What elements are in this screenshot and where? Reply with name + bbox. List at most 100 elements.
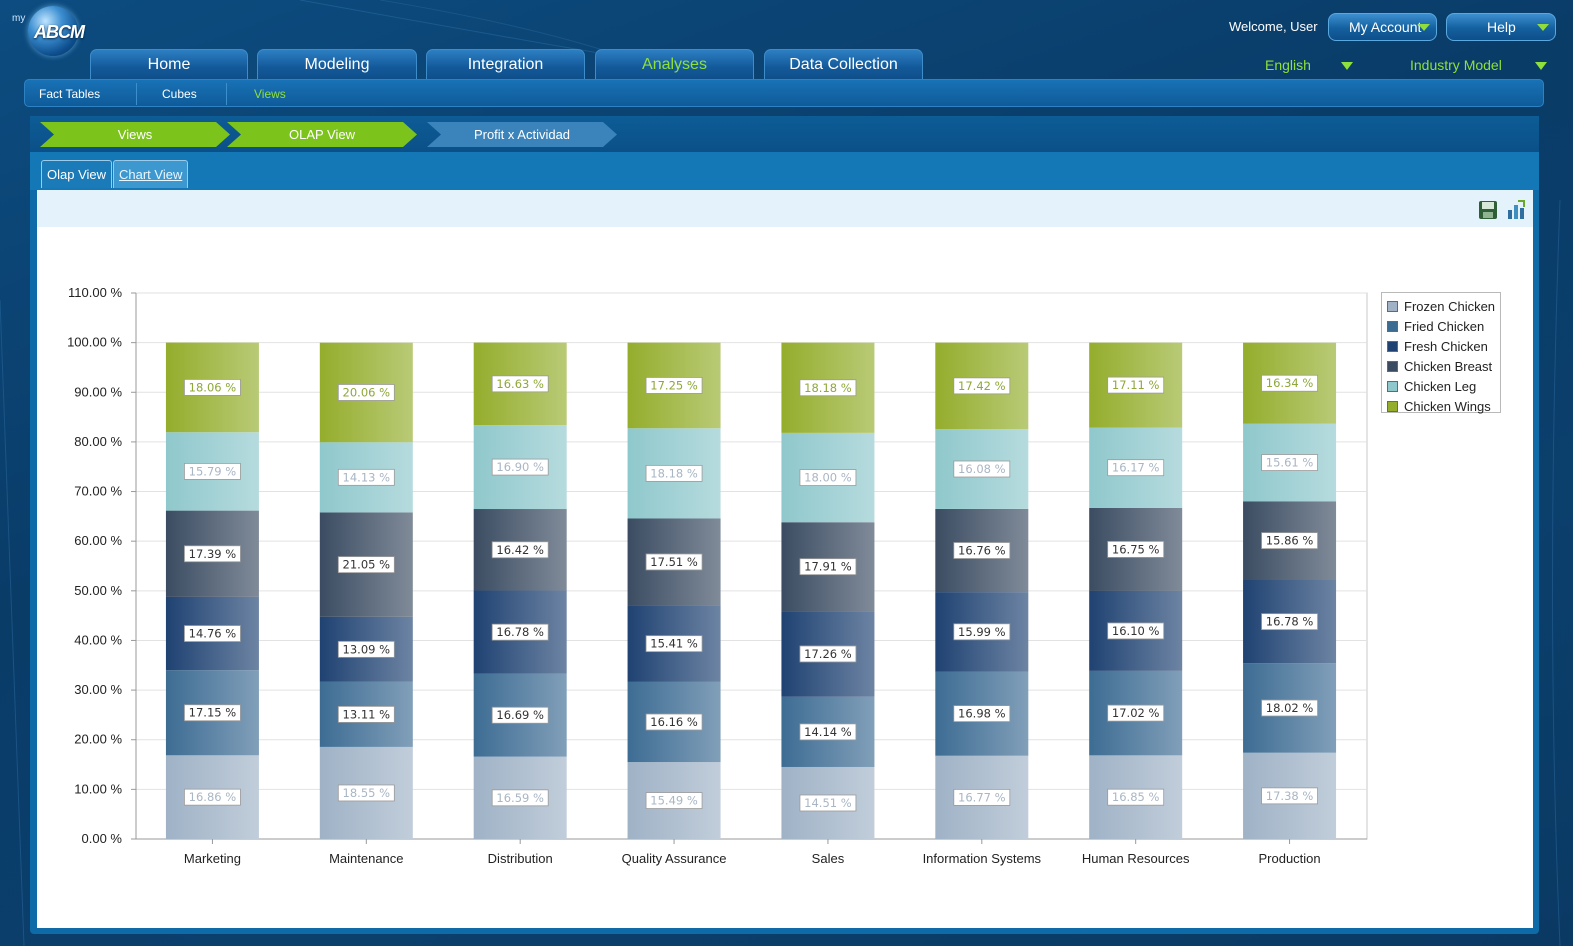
data-label-box [337, 784, 395, 802]
nav-tab-data-collection[interactable]: Data Collection [764, 49, 923, 79]
data-label-box [337, 384, 395, 401]
nav-tab-modeling[interactable]: Modeling [257, 49, 417, 79]
data-label-box [953, 705, 1011, 723]
data-label-box [1261, 454, 1318, 471]
data-label: 16.76 % [958, 544, 1006, 558]
x-tick-label: Information Systems [923, 851, 1042, 866]
data-label-box [1261, 787, 1318, 805]
data-label: 16.86 % [189, 790, 237, 804]
data-label-box [799, 794, 857, 812]
tab-chart-view[interactable]: Chart View [113, 160, 189, 188]
data-label: 15.79 % [189, 464, 237, 478]
help-button[interactable]: Help [1446, 13, 1556, 41]
data-label: 18.18 % [650, 466, 698, 480]
breadcrumb-item-olap-view[interactable]: OLAP View [227, 122, 417, 147]
x-tick-label: Human Resources [1082, 851, 1190, 866]
data-label-box [1107, 540, 1165, 558]
breadcrumb-arrow-shape [40, 122, 230, 147]
data-label: 18.18 % [804, 381, 852, 395]
legend-label: Chicken Wings [1404, 398, 1491, 414]
data-label: 18.00 % [804, 471, 852, 485]
data-label: 18.06 % [189, 380, 237, 394]
data-label: 14.13 % [343, 470, 391, 484]
data-label: 20.06 % [343, 385, 391, 399]
data-label-box [491, 623, 549, 641]
model-selector[interactable]: Industry Model [1410, 57, 1502, 73]
data-label: 21.05 % [343, 558, 391, 572]
data-label: 16.75 % [1112, 542, 1160, 556]
data-label-box [953, 623, 1011, 641]
nav-tab-label: Analyses [642, 56, 707, 73]
chart-legend: Frozen Chicken Fried Chicken Fresh Chicken… [1381, 292, 1501, 414]
data-label: 15.61 % [1266, 456, 1314, 470]
data-label-box [491, 706, 549, 724]
y-tick-label: 30.00 % [74, 682, 122, 697]
x-tick-label: Sales [812, 851, 845, 866]
data-label-box [645, 792, 703, 809]
data-label: 17.42 % [958, 379, 1006, 393]
data-label-box [799, 645, 857, 663]
subnav-item-fact-tables[interactable]: Fact Tables [39, 87, 101, 101]
data-label-box [645, 377, 703, 394]
data-label-box [337, 556, 395, 574]
data-label-box [799, 723, 857, 741]
subnav-divider [136, 83, 137, 105]
nav-tab-integration[interactable]: Integration [426, 49, 585, 79]
data-label-box [184, 788, 241, 806]
data-label: 15.41 % [650, 637, 698, 651]
y-tick-label: 70.00 % [74, 484, 122, 499]
data-label-box [491, 458, 549, 476]
chevron-down-icon[interactable] [1535, 62, 1547, 70]
data-label-box [184, 704, 241, 722]
breadcrumb-arrow-shape [427, 122, 617, 147]
chart-export-icon[interactable] [1506, 200, 1526, 220]
stacked-percent-bar-chart: 0.00 % 10.00 % 20.00 % 30.00 % 40.00 % 50.00 … [67, 285, 1368, 866]
my-account-button[interactable]: My Account [1328, 13, 1437, 41]
x-tick-label: Marketing [184, 851, 241, 866]
data-label-box [1261, 532, 1318, 550]
data-label: 13.11 % [343, 707, 391, 721]
data-label-box [184, 379, 241, 396]
breadcrumb-label: Profit x Actividad [473, 127, 571, 142]
legend-label: Fried Chicken [1404, 318, 1485, 334]
data-label-box [184, 545, 241, 563]
help-label: Help [1487, 19, 1516, 35]
data-label: 17.26 % [804, 647, 852, 661]
view-tab-bar [30, 152, 1539, 190]
nav-tab-analyses[interactable]: Analyses [595, 49, 754, 79]
logo-globe-icon [28, 6, 78, 56]
subnav-item-views[interactable]: Views [254, 87, 286, 101]
data-label: 17.51 % [650, 555, 698, 569]
data-label-box [1107, 459, 1165, 477]
data-label-box [953, 788, 1011, 806]
breadcrumb-label: Views [117, 127, 153, 142]
data-label-box [1261, 699, 1318, 717]
y-tick-label: 0.00 % [82, 831, 123, 846]
data-label-box [184, 625, 241, 642]
app-logo[interactable]: my ABCM [8, 4, 85, 56]
y-tick-label: 50.00 % [74, 583, 122, 598]
data-label-box [953, 542, 1011, 559]
legend-swatch [1387, 380, 1398, 392]
legend-swatch [1387, 360, 1398, 372]
chevron-down-icon[interactable] [1341, 62, 1353, 70]
breadcrumb-label: OLAP View [288, 127, 355, 142]
data-label: 15.99 % [958, 625, 1006, 639]
breadcrumb-item-views[interactable]: Views [40, 122, 230, 147]
tab-olap-view[interactable]: Olap View [41, 160, 113, 188]
data-label-box [337, 468, 395, 486]
data-label-box [491, 541, 549, 559]
subnav-item-cubes[interactable]: Cubes [162, 87, 197, 101]
nav-tab-label: Integration [467, 56, 544, 73]
language-selector[interactable]: English [1265, 57, 1311, 73]
nav-tab-home[interactable]: Home [90, 49, 248, 79]
y-tick-label: 10.00 % [74, 781, 122, 796]
x-tick-label: Production [1258, 851, 1320, 866]
data-label: 17.15 % [189, 706, 237, 720]
save-icon[interactable] [1478, 200, 1498, 220]
data-label-box [1261, 613, 1318, 631]
data-label: 17.02 % [1112, 706, 1160, 720]
data-label-box [645, 635, 703, 653]
data-label-box [1107, 788, 1165, 806]
data-label: 18.02 % [1266, 701, 1314, 715]
